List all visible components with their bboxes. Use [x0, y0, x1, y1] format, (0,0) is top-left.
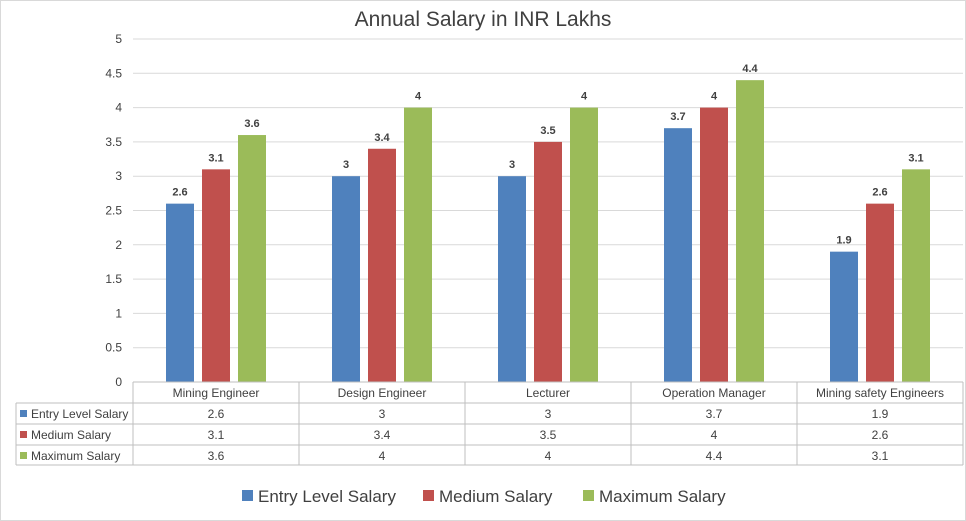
y-tick-label: 1: [115, 306, 122, 320]
chart-title: Annual Salary in INR Lakhs: [355, 8, 612, 31]
series-name: Medium Salary: [31, 428, 111, 442]
data-label: 4.4: [742, 63, 758, 75]
table-cell: 3: [545, 407, 552, 421]
bar-medium-salary: [700, 107, 728, 382]
bar-medium-salary: [368, 148, 396, 382]
legend-label: Entry Level Salary: [258, 487, 396, 506]
category-label: Design Engineer: [338, 386, 427, 400]
y-tick-label: 5: [115, 32, 122, 46]
category-label: Operation Manager: [662, 386, 765, 400]
bar-maximum-salary: [570, 107, 598, 382]
category-label: Mining Engineer: [173, 386, 260, 400]
y-tick-label: 4.5: [105, 66, 122, 80]
data-label: 3: [509, 159, 515, 171]
table-cell: 4: [379, 449, 386, 463]
table-cell: 1.9: [872, 407, 889, 421]
table-cell: 4.4: [706, 449, 723, 463]
data-label: 1.9: [836, 235, 851, 247]
data-label: 3.1: [208, 152, 223, 164]
bar-entry-level-salary: [498, 176, 526, 382]
category-label: Mining safety Engineers: [816, 386, 944, 400]
legend-key: [20, 431, 27, 438]
legend-label: Maximum Salary: [599, 487, 726, 506]
bar-entry-level-salary: [166, 203, 194, 382]
bar-entry-level-salary: [664, 128, 692, 382]
legend-swatch: [242, 490, 253, 501]
bar-medium-salary: [866, 203, 894, 382]
table-cell: 4: [545, 449, 552, 463]
bar-entry-level-salary: [830, 251, 858, 382]
legend-key: [20, 452, 27, 459]
table-cell: 3.1: [872, 449, 889, 463]
series-name: Entry Level Salary: [31, 407, 128, 421]
y-tick-label: 4: [115, 101, 122, 115]
legend-label: Medium Salary: [439, 487, 553, 506]
y-tick-label: 2: [115, 238, 122, 252]
data-label: 2.6: [872, 187, 887, 199]
legend-swatch: [423, 490, 434, 501]
table-cell: 3.6: [208, 449, 225, 463]
legend-swatch: [583, 490, 594, 501]
table-cell: 3.7: [706, 407, 723, 421]
y-tick-label: 2.5: [105, 204, 122, 218]
y-tick-label: 3.5: [105, 135, 122, 149]
y-tick-label: 0: [115, 375, 122, 389]
legend-key: [20, 410, 27, 417]
bar-maximum-salary: [238, 135, 266, 382]
y-tick-label: 3: [115, 169, 122, 183]
table-cell: 3.1: [208, 428, 225, 442]
series-name: Maximum Salary: [31, 449, 120, 463]
y-tick-label: 0.5: [105, 341, 122, 355]
data-label: 4: [711, 91, 718, 103]
table-cell: 3.4: [374, 428, 391, 442]
data-label: 3.7: [670, 111, 685, 123]
bar-entry-level-salary: [332, 176, 360, 382]
data-label: 3.1: [908, 152, 923, 164]
bar-maximum-salary: [404, 107, 432, 382]
bar-medium-salary: [534, 141, 562, 382]
table-cell: 3: [379, 407, 386, 421]
table-cell: 3.5: [540, 428, 557, 442]
table-cell: 2.6: [872, 428, 889, 442]
category-label: Lecturer: [526, 386, 570, 400]
data-label: 3.4: [374, 132, 390, 144]
data-label: 3.5: [540, 125, 555, 137]
table-cell: 4: [711, 428, 718, 442]
data-label: 3: [343, 159, 349, 171]
y-tick-label: 1.5: [105, 272, 122, 286]
bar-maximum-salary: [736, 80, 764, 382]
data-label: 4: [415, 91, 422, 103]
table-cell: 2.6: [208, 407, 225, 421]
data-label: 3.6: [244, 118, 259, 130]
bar-maximum-salary: [902, 169, 930, 382]
data-label: 2.6: [172, 187, 187, 199]
data-label: 4: [581, 91, 588, 103]
bar-medium-salary: [202, 169, 230, 382]
